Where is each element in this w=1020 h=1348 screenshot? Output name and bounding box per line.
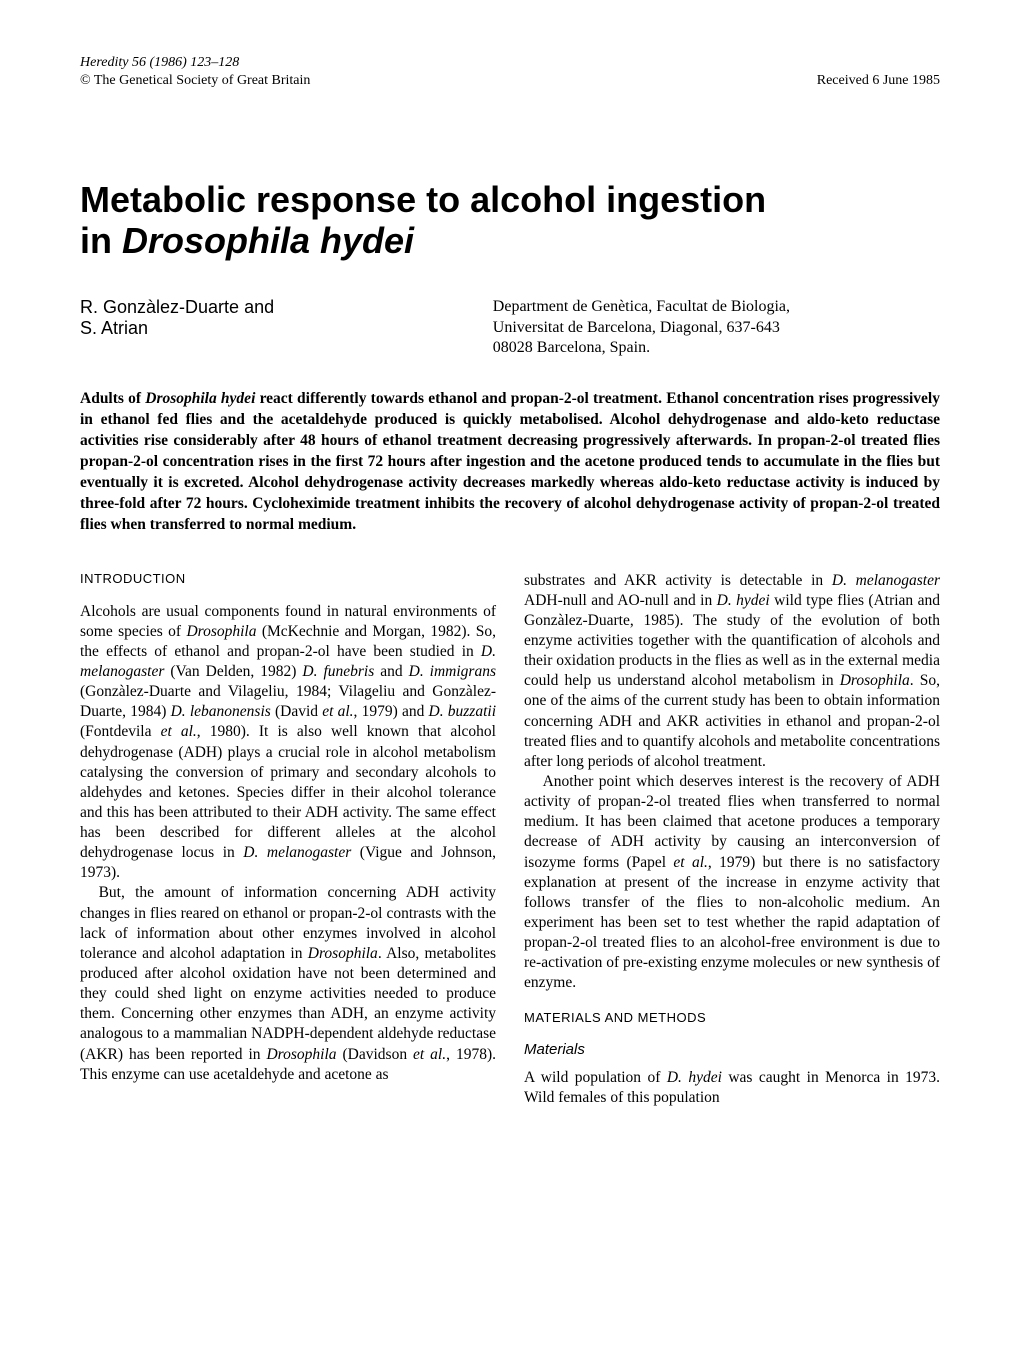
- column-left: INTRODUCTION Alcohols are usual componen…: [80, 571, 496, 1109]
- header-row-2: © The Genetical Society of Great Britain…: [80, 73, 940, 89]
- authors: R. Gonzàlez-Duarte and S. Atrian: [80, 297, 493, 359]
- article-title: Metabolic response to alcohol ingestion …: [80, 179, 940, 262]
- intro-para-3: Another point which deserves interest is…: [524, 772, 940, 994]
- affiliation: Department de Genètica, Facultat de Biol…: [493, 297, 940, 359]
- body-columns: INTRODUCTION Alcohols are usual componen…: [80, 571, 940, 1109]
- journal-citation: Heredity 56 (1986) 123–128: [80, 55, 239, 71]
- copyright-line: © The Genetical Society of Great Britain: [80, 73, 310, 89]
- intro-para-2-cont: substrates and AKR activity is detectabl…: [524, 571, 940, 772]
- header-row-1: Heredity 56 (1986) 123–128: [80, 55, 940, 71]
- title-line-2-plain: in: [80, 220, 122, 261]
- abstract-italic-1: Drosophila hydei: [145, 390, 255, 407]
- materials-para-1: A wild population of D. hydei was caught…: [524, 1068, 940, 1108]
- abstract: Adults of Drosophila hydei react differe…: [80, 389, 940, 535]
- column-right: substrates and AKR activity is detectabl…: [524, 571, 940, 1109]
- affiliation-line-1: Department de Genètica, Facultat de Biol…: [493, 297, 940, 318]
- materials-subheading: Materials: [524, 1040, 940, 1060]
- affiliation-line-2: Universitat de Barcelona, Diagonal, 637-…: [493, 318, 940, 339]
- author-line-2: S. Atrian: [80, 318, 493, 339]
- affiliation-line-3: 08028 Barcelona, Spain.: [493, 338, 940, 359]
- intro-para-1: Alcohols are usual components found in n…: [80, 602, 496, 884]
- received-date: Received 6 June 1985: [817, 73, 940, 89]
- abstract-text-2: react differently towards ethanol and pr…: [80, 390, 940, 533]
- materials-heading: MATERIALS AND METHODS: [524, 1010, 940, 1027]
- title-line-1: Metabolic response to alcohol ingestion: [80, 179, 766, 220]
- introduction-heading: INTRODUCTION: [80, 571, 496, 588]
- authors-affiliation-block: R. Gonzàlez-Duarte and S. Atrian Departm…: [80, 297, 940, 359]
- author-line-1: R. Gonzàlez-Duarte and: [80, 297, 493, 318]
- page: Heredity 56 (1986) 123–128 © The Genetic…: [0, 0, 1020, 1158]
- title-line-2-italic: Drosophila hydei: [122, 220, 414, 261]
- abstract-text-1: Adults of: [80, 390, 145, 407]
- intro-para-2: But, the amount of information concernin…: [80, 883, 496, 1084]
